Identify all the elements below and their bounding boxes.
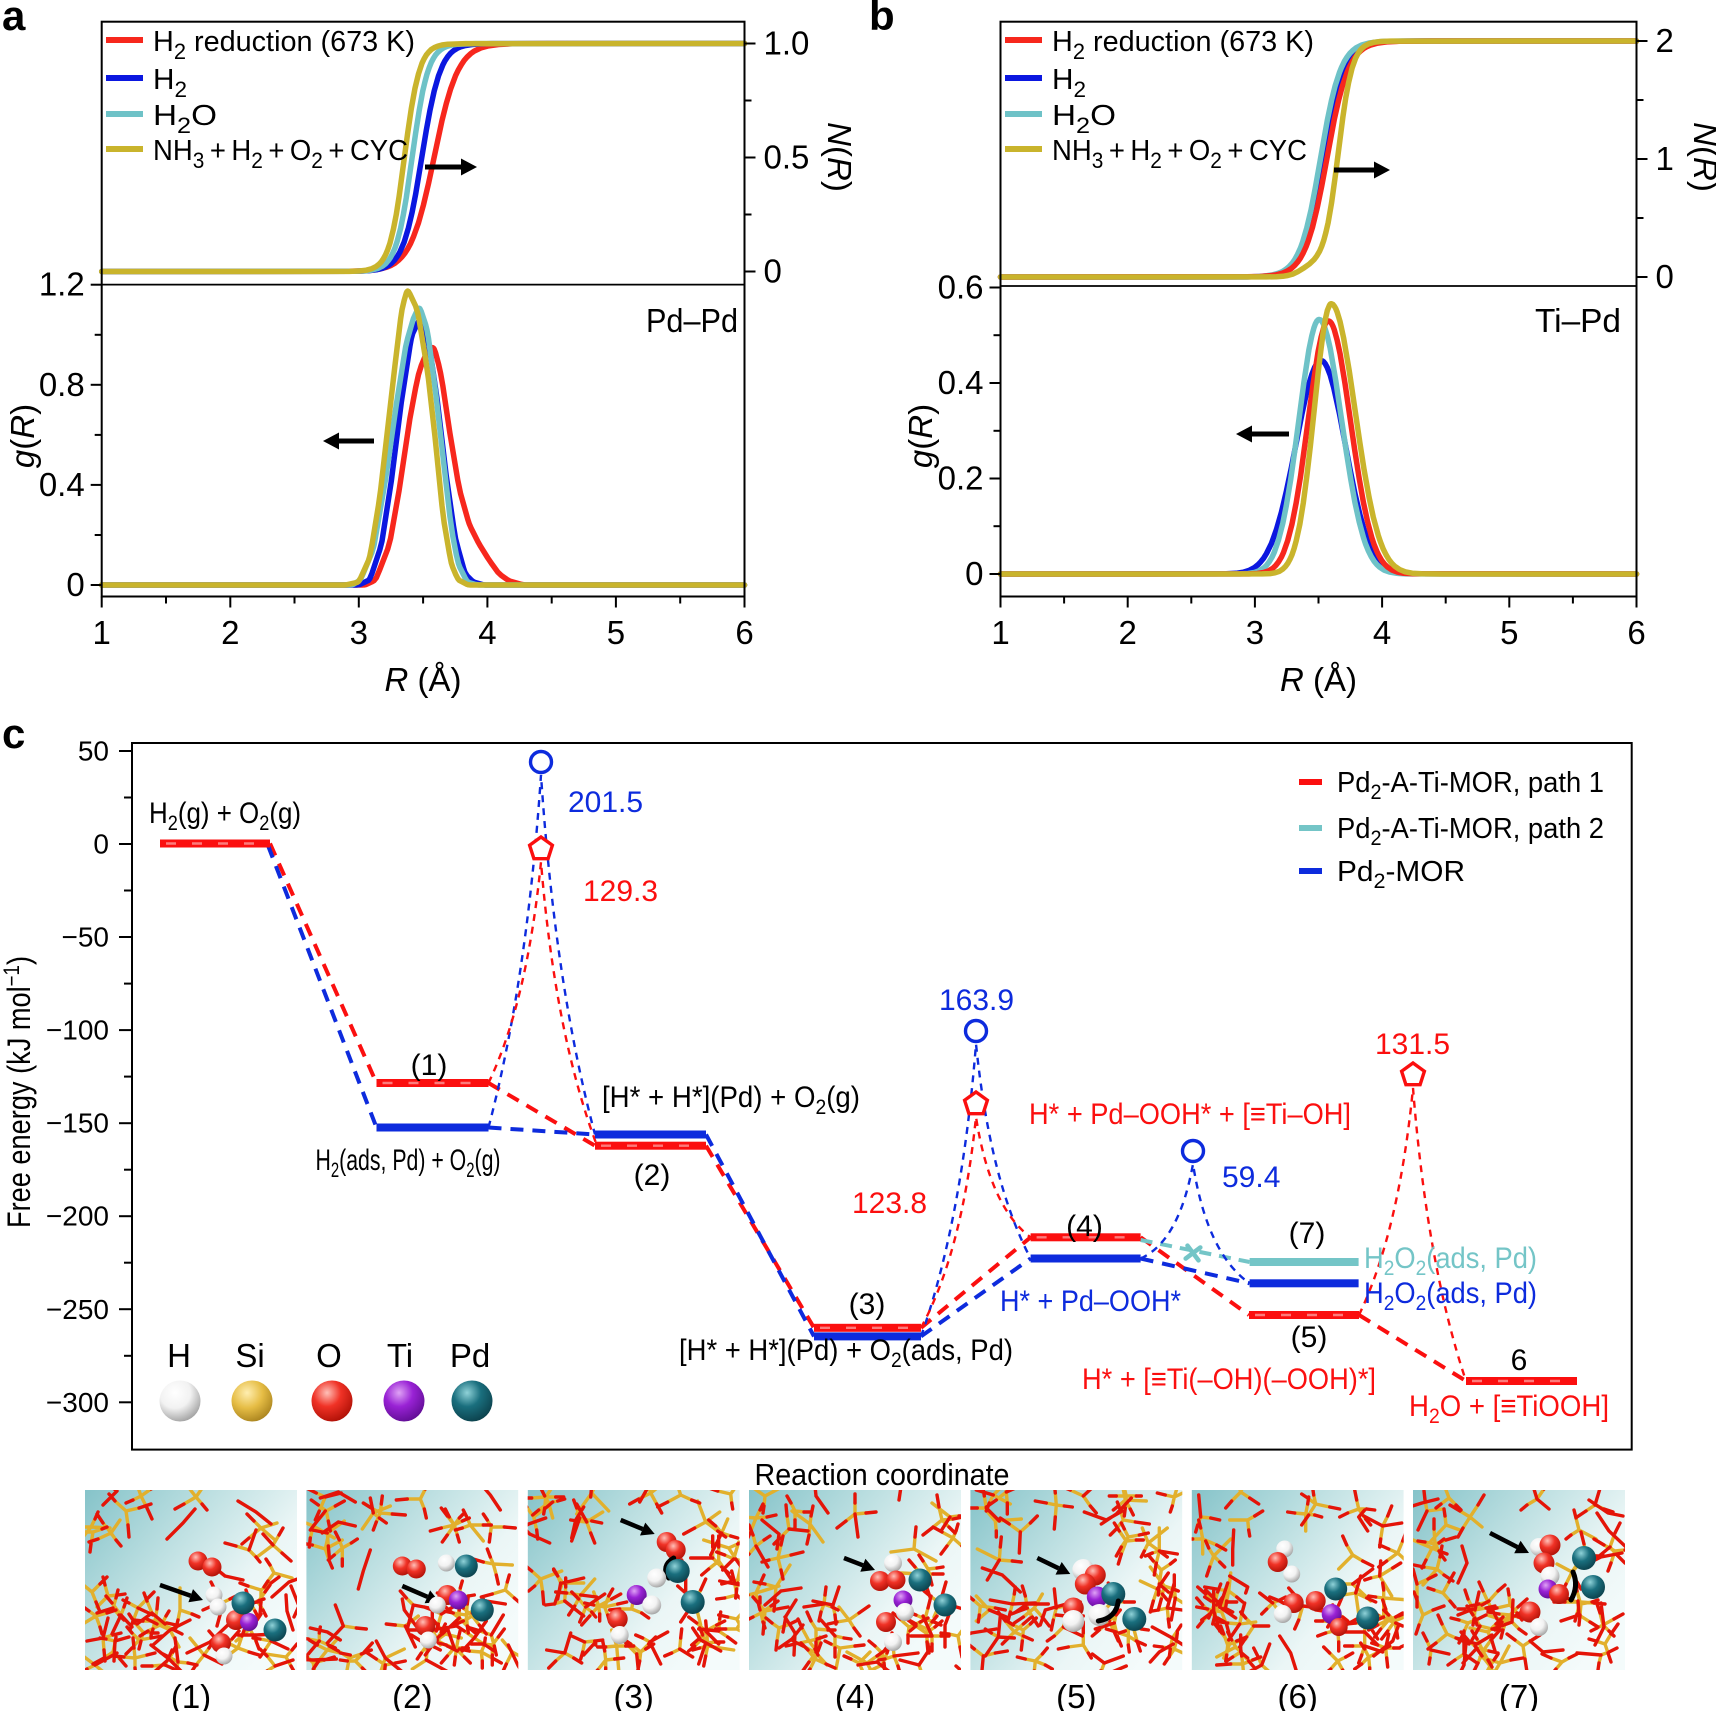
svg-text:H2: H2 — [153, 64, 187, 102]
svg-text:H: H — [167, 1337, 191, 1374]
svg-text:(4): (4) — [835, 1678, 875, 1711]
svg-text:4: 4 — [478, 614, 496, 651]
svg-text:163.9: 163.9 — [939, 984, 1014, 1017]
svg-text:Si: Si — [235, 1337, 264, 1374]
svg-text:Pd: Pd — [450, 1337, 490, 1374]
svg-text:−250: −250 — [46, 1294, 109, 1325]
svg-text:(1): (1) — [171, 1678, 211, 1711]
svg-text:0: 0 — [93, 829, 109, 860]
svg-text:Pd–Pd: Pd–Pd — [646, 302, 738, 339]
svg-text:1: 1 — [93, 614, 111, 651]
svg-text:H2O2(ads, Pd): H2O2(ads, Pd) — [1364, 1277, 1537, 1315]
svg-text:Pd2-MOR: Pd2-MOR — [1337, 856, 1465, 893]
svg-text:Ti–Pd: Ti–Pd — [1535, 302, 1621, 339]
svg-text:6: 6 — [1511, 1344, 1528, 1377]
svg-text:0: 0 — [1656, 258, 1674, 295]
svg-text:(3): (3) — [614, 1678, 654, 1711]
svg-text:4: 4 — [1373, 614, 1391, 651]
svg-text:(4): (4) — [1066, 1210, 1103, 1243]
svg-text:0: 0 — [965, 555, 983, 592]
svg-text:g(R): g(R) — [4, 404, 41, 468]
svg-text:H2 reduction (673 K): H2 reduction (673 K) — [153, 26, 415, 64]
svg-text:Ti: Ti — [387, 1337, 413, 1374]
svg-text:Reaction coordinate: Reaction coordinate — [755, 1457, 1010, 1492]
svg-text:(7): (7) — [1289, 1217, 1326, 1250]
svg-text:129.3: 129.3 — [583, 875, 658, 908]
svg-text:a: a — [2, 0, 26, 39]
svg-text:−100: −100 — [46, 1015, 109, 1046]
svg-text:0.4: 0.4 — [938, 364, 984, 401]
svg-text:2: 2 — [1656, 22, 1674, 59]
svg-text:H* + [≡Ti(–OH)(–OOH)*]: H* + [≡Ti(–OH)(–OOH)*] — [1082, 1363, 1376, 1396]
svg-text:(5): (5) — [1056, 1678, 1096, 1711]
svg-text:H2 reduction (673 K): H2 reduction (673 K) — [1052, 26, 1314, 64]
svg-text:O: O — [316, 1337, 342, 1374]
svg-text:1: 1 — [991, 614, 1009, 651]
svg-text:123.8: 123.8 — [852, 1187, 927, 1220]
svg-text:3: 3 — [1246, 614, 1264, 651]
svg-text:201.5: 201.5 — [568, 786, 643, 819]
svg-text:50: 50 — [78, 736, 109, 767]
svg-text:N(R): N(R) — [821, 122, 858, 192]
svg-text:0.4: 0.4 — [39, 466, 85, 503]
svg-text:g(R): g(R) — [902, 404, 939, 468]
svg-text:Pd2-A-Ti-MOR, path 2: Pd2-A-Ti-MOR, path 2 — [1337, 813, 1604, 850]
svg-text:H* + Pd–OOH*: H* + Pd–OOH* — [1000, 1285, 1181, 1318]
svg-text:R (Å): R (Å) — [1280, 661, 1357, 698]
svg-text:NH3 + H2 + O2 + CYC: NH3 + H2 + O2 + CYC — [1052, 135, 1307, 173]
svg-text:0.5: 0.5 — [764, 139, 810, 176]
svg-text:Pd2-A-Ti-MOR, path 1: Pd2-A-Ti-MOR, path 1 — [1337, 767, 1604, 804]
svg-text:−300: −300 — [46, 1387, 109, 1418]
svg-text:3: 3 — [350, 614, 368, 651]
svg-text:0.2: 0.2 — [938, 460, 984, 497]
svg-text:1: 1 — [1656, 140, 1674, 177]
svg-text:−150: −150 — [46, 1108, 109, 1139]
svg-text:(2): (2) — [634, 1159, 671, 1192]
svg-text:(6): (6) — [1278, 1678, 1318, 1711]
svg-text:0: 0 — [764, 253, 782, 290]
svg-text:b: b — [869, 0, 895, 39]
svg-text:−50: −50 — [62, 922, 110, 953]
svg-text:1.2: 1.2 — [39, 266, 85, 303]
svg-text:0.8: 0.8 — [39, 366, 85, 403]
svg-text:59.4: 59.4 — [1222, 1161, 1280, 1194]
svg-text:5: 5 — [1500, 614, 1518, 651]
svg-text:0: 0 — [66, 566, 84, 603]
svg-text:(3): (3) — [849, 1288, 886, 1321]
svg-text:131.5: 131.5 — [1375, 1028, 1450, 1061]
svg-text:2: 2 — [1119, 614, 1137, 651]
svg-text:(7): (7) — [1499, 1678, 1539, 1711]
svg-text:Free energy (kJ mol−1): Free energy (kJ mol−1) — [0, 956, 37, 1228]
svg-text:5: 5 — [607, 614, 625, 651]
svg-text:R (Å): R (Å) — [384, 661, 461, 698]
svg-text:(5): (5) — [1291, 1321, 1328, 1354]
svg-text:H* + Pd–OOH* + [≡Ti–OH]: H* + Pd–OOH* + [≡Ti–OH] — [1029, 1098, 1351, 1131]
svg-text:(1): (1) — [411, 1049, 448, 1082]
svg-text:1.0: 1.0 — [764, 25, 810, 62]
svg-text:0.6: 0.6 — [938, 269, 984, 306]
svg-text:6: 6 — [1627, 614, 1645, 651]
svg-text:−200: −200 — [46, 1201, 109, 1232]
svg-text:(2): (2) — [392, 1678, 432, 1711]
svg-text:H2O + [≡TiOOH]: H2O + [≡TiOOH] — [1409, 1390, 1609, 1428]
svg-text:2: 2 — [221, 614, 239, 651]
svg-text:[H* + H*](Pd) + O2(ads, Pd): [H* + H*](Pd) + O2(ads, Pd) — [679, 1334, 1013, 1372]
svg-text:c: c — [2, 710, 25, 757]
svg-text:6: 6 — [735, 614, 753, 651]
svg-text:N(R): N(R) — [1687, 122, 1716, 192]
